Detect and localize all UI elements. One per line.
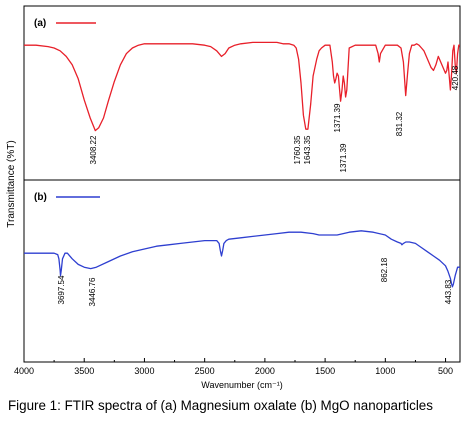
x-axis-title: Wavenumber (cm⁻¹) [201, 380, 282, 390]
peak-label: 443.83 [444, 279, 453, 304]
panel-label-b: (b) [34, 192, 47, 203]
labels-layer: Wavenumber (cm⁻¹) Transmittance (%T) (a) (b… [6, 18, 283, 390]
x-tick-label: 2500 [195, 366, 215, 376]
panel-label-a: (a) [34, 18, 46, 29]
peak-label: 420.48 [451, 65, 460, 90]
x-tick-label: 3500 [74, 366, 94, 376]
annotations-layer: 3408.22 1760.35 1643.35 1371.39 1371.39 831.3… [57, 65, 460, 306]
x-tick-label: 1500 [315, 366, 335, 376]
spectrum-line-a [24, 41, 460, 132]
y-axis-title: Transmittance (%T) [6, 140, 17, 227]
plot-frame [23, 5, 461, 363]
peak-label: 3446.76 [88, 277, 97, 306]
figure-caption: Figure 1: FTIR spectra of (a) Magnesium … [8, 398, 433, 413]
ticks-layer: 4000 3500 3000 2500 2000 1500 1000 500 [14, 358, 453, 376]
x-tick-label: 2000 [255, 366, 275, 376]
peak-label: 1371.39 [333, 103, 342, 132]
peak-label: 3408.22 [89, 135, 98, 164]
x-tick-label: 500 [438, 366, 453, 376]
peak-label: 1760.35 [293, 135, 302, 164]
peak-label: 831.32 [395, 111, 404, 136]
peak-label: 1643.35 [303, 135, 312, 164]
spectrum-line-b [24, 230, 460, 288]
x-tick-label: 4000 [14, 366, 34, 376]
peak-label: 1371.39 [339, 143, 348, 172]
x-tick-label: 1000 [375, 366, 395, 376]
axes-layer [23, 5, 461, 363]
peak-label: 862.18 [380, 257, 389, 282]
series-layer [24, 41, 460, 288]
x-tick-label: 3000 [134, 366, 154, 376]
peak-label: 3697.54 [57, 275, 66, 304]
